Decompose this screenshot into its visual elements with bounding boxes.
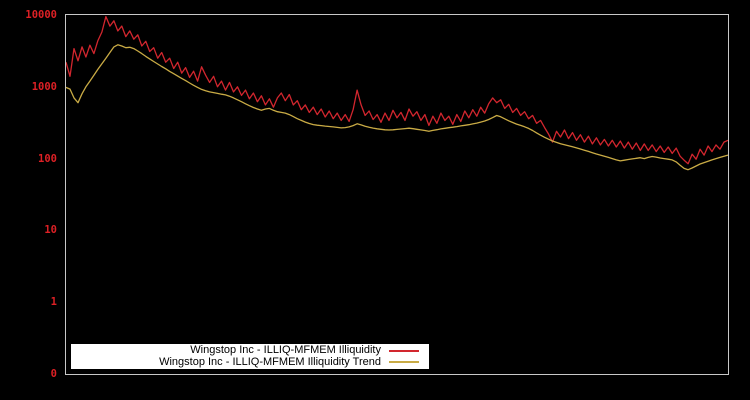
legend-row-trend: Wingstop Inc - ILLIQ-MFMEM Illiquidity T… [75, 355, 419, 369]
y-axis: 10000 1000 100 10 1 0 [0, 0, 57, 400]
legend-row-illiquidity: Wingstop Inc - ILLIQ-MFMEM Illiquidity [75, 345, 419, 357]
y-axis-tick-label: 1000 [31, 81, 57, 93]
y-axis-tick-label: 1 [50, 296, 57, 308]
y-axis-tick-label: 100 [38, 153, 57, 165]
y-axis-tick-label: 10 [44, 224, 57, 236]
y-axis-tick-label: 10000 [25, 9, 57, 21]
legend-line-sample-trend [389, 361, 419, 364]
legend-line-sample-illiquidity [389, 349, 419, 352]
legend-label-trend: Wingstop Inc - ILLIQ-MFMEM Illiquidity T… [159, 355, 381, 368]
illiquidity-chart [66, 15, 728, 171]
plot-area [65, 14, 729, 375]
legend: Wingstop Inc - ILLIQ-MFMEM Illiquidity W… [71, 344, 429, 369]
y-axis-tick-label: 0 [50, 368, 57, 380]
legend-label-illiquidity: Wingstop Inc - ILLIQ-MFMEM Illiquidity [190, 344, 381, 357]
